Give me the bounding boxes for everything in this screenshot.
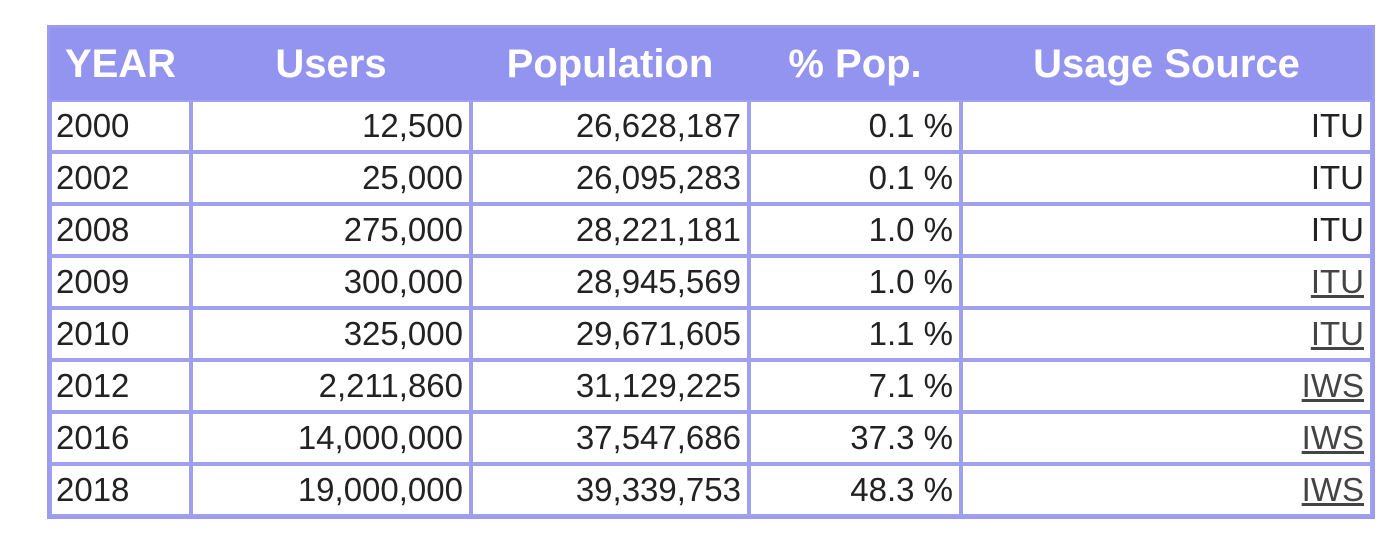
source-link[interactable]: IWS (1301, 471, 1364, 508)
table-cell: 1.0 % (749, 204, 961, 256)
table-cell: 2009 (50, 256, 191, 308)
table-cell: 28,945,569 (471, 256, 749, 308)
table-cell: 31,129,225 (471, 360, 749, 412)
table-cell: ITU (961, 204, 1372, 256)
table-row: 2016 14,000,000 37,547,686 37.3 % IWS (50, 412, 1372, 464)
table-cell: IWS (961, 412, 1372, 464)
source-link[interactable]: IWS (1301, 419, 1364, 456)
table-cell: 1.1 % (749, 308, 961, 360)
table-cell: 19,000,000 (191, 464, 471, 516)
table-cell: ITU (961, 152, 1372, 204)
table-row: 2018 19,000,000 39,339,753 48.3 % IWS (50, 464, 1372, 516)
table-body: 2000 12,500 26,628,187 0.1 % ITU 2002 25,000 26… (50, 100, 1372, 516)
table-cell: 26,628,187 (471, 100, 749, 152)
table-cell: 1.0 % (749, 256, 961, 308)
table-cell: 2000 (50, 100, 191, 152)
table-cell: 275,000 (191, 204, 471, 256)
table-row: 2009 300,000 28,945,569 1.0 % ITU (50, 256, 1372, 308)
table-row: 2010 325,000 29,671,605 1.1 % ITU (50, 308, 1372, 360)
table-cell: 325,000 (191, 308, 471, 360)
table-cell: 2010 (50, 308, 191, 360)
table-row: 2002 25,000 26,095,283 0.1 % ITU (50, 152, 1372, 204)
table-cell: 2012 (50, 360, 191, 412)
table-cell: 37.3 % (749, 412, 961, 464)
table-cell: 14,000,000 (191, 412, 471, 464)
table-cell: 37,547,686 (471, 412, 749, 464)
table-cell: 25,000 (191, 152, 471, 204)
table-cell: ITU (961, 256, 1372, 308)
table-cell: ITU (961, 308, 1372, 360)
table-cell: 7.1 % (749, 360, 961, 412)
header-row: YEAR Users Population% Pop. Usage Source (50, 28, 1372, 100)
source-link[interactable]: ITU (1310, 315, 1364, 352)
table-cell: 29,671,605 (471, 308, 749, 360)
table-cell: 39,339,753 (471, 464, 749, 516)
column-header: Population (471, 28, 749, 100)
source-link[interactable]: IWS (1301, 367, 1364, 404)
column-header: Users (191, 28, 471, 100)
table-row: 2000 12,500 26,628,187 0.1 % ITU (50, 100, 1372, 152)
table-cell: 26,095,283 (471, 152, 749, 204)
table-cell: 2008 (50, 204, 191, 256)
table-row: 2008 275,000 28,221,181 1.0 % ITU (50, 204, 1372, 256)
column-header: % Pop. (749, 28, 961, 100)
table-cell: 2016 (50, 412, 191, 464)
usage-table: YEAR Users Population% Pop. Usage Source 20… (47, 25, 1375, 519)
table-cell: 28,221,181 (471, 204, 749, 256)
source-link[interactable]: ITU (1310, 263, 1364, 300)
table-cell: 2002 (50, 152, 191, 204)
table-cell: IWS (961, 464, 1372, 516)
table-row: 2012 2,211,860 31,129,225 7.1 % IWS (50, 360, 1372, 412)
table-cell: 2018 (50, 464, 191, 516)
table-cell: 12,500 (191, 100, 471, 152)
column-header: YEAR (50, 28, 191, 100)
table-cell: 0.1 % (749, 152, 961, 204)
table-cell: ITU (961, 100, 1372, 152)
table-cell: IWS (961, 360, 1372, 412)
table-cell: 48.3 % (749, 464, 961, 516)
table-cell: 300,000 (191, 256, 471, 308)
column-header: Usage Source (961, 28, 1372, 100)
table-cell: 0.1 % (749, 100, 961, 152)
table-cell: 2,211,860 (191, 360, 471, 412)
